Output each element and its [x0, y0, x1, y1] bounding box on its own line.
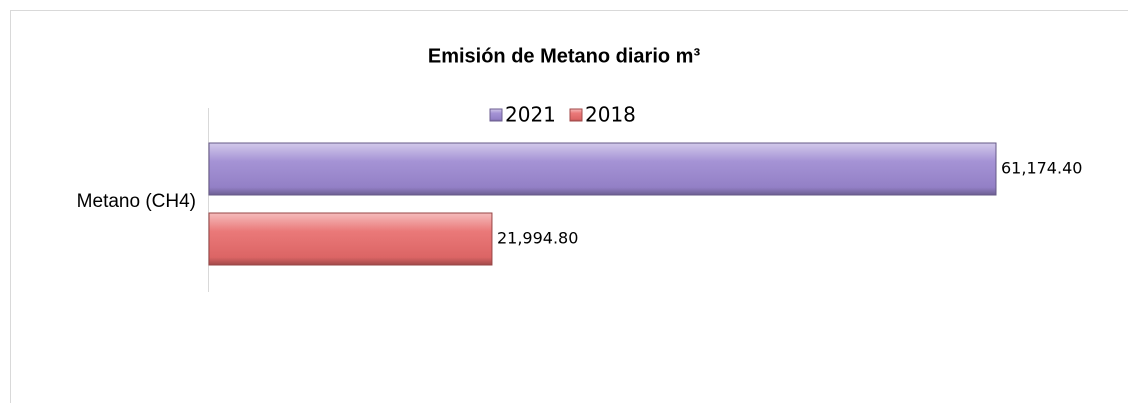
legend-label: 2021 — [505, 103, 556, 127]
chart-border — [10, 10, 1128, 403]
category-label: Metano (CH4) — [77, 191, 196, 212]
legend-marker — [489, 108, 503, 122]
legend-label: 2018 — [585, 103, 636, 127]
bar — [208, 212, 493, 266]
bar — [208, 142, 997, 196]
chart-title: Emisión de Metano diario m³ — [428, 45, 701, 67]
value-label: 21,994.80 — [497, 229, 578, 248]
value-label: 61,174.40 — [1001, 159, 1082, 178]
legend-marker — [569, 108, 583, 122]
